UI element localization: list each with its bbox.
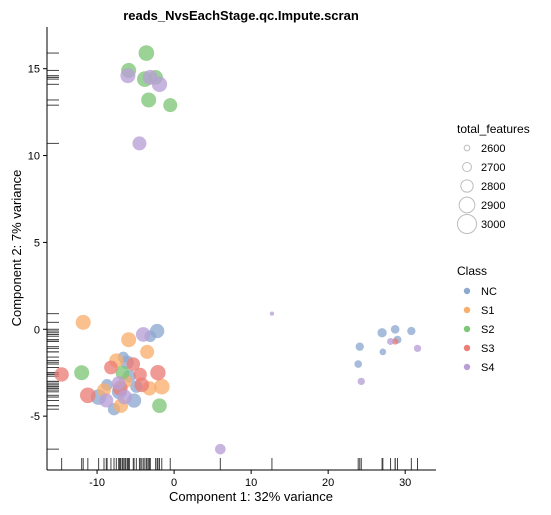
size-legend-key	[462, 162, 472, 172]
x-tick-label: 10	[245, 477, 257, 489]
x-axis-title: Component 1: 32% variance	[169, 489, 333, 504]
color-legend: Class NC S1 S2 S3 S4	[457, 264, 497, 374]
data-point-nc	[407, 326, 416, 336]
y-tick-label: 15	[28, 64, 40, 76]
data-point-s3	[150, 365, 166, 381]
data-point-s4	[151, 76, 168, 92]
data-point-s1	[121, 332, 137, 348]
data-point-s4	[99, 393, 114, 408]
y-axis-ticks: -5 0 5 10 15	[28, 64, 47, 423]
data-point-nc	[354, 360, 363, 368]
data-point-s4	[120, 68, 136, 84]
data-point-s4	[387, 337, 395, 345]
data-point-nc	[355, 342, 364, 351]
x-axis-ticks: -10 0 10 20 30	[89, 470, 411, 489]
data-point-s3	[126, 357, 141, 371]
rug-marks	[47, 52, 419, 470]
size-legend-label: 2600	[481, 143, 505, 155]
y-tick-label: 10	[28, 151, 40, 163]
color-legend-label: NC	[481, 286, 497, 298]
data-point-s4	[132, 136, 147, 151]
color-legend-key	[463, 363, 471, 371]
data-point-s4	[269, 311, 275, 316]
size-legend: total_features 2600 2700 2800 2900 3000	[457, 122, 530, 234]
data-point-s3	[104, 360, 118, 375]
data-point-s3	[54, 367, 69, 382]
data-point-s4	[117, 389, 133, 405]
x-tick-label: 0	[171, 477, 177, 489]
size-legend-key	[463, 144, 471, 152]
axes: -10 0 10 20 30 -5 0 5 10 15	[28, 27, 436, 489]
data-point-s4	[111, 376, 126, 390]
color-legend-key	[463, 306, 471, 314]
data-point-nc	[377, 328, 387, 338]
data-point-s4	[413, 344, 422, 353]
data-point-s2	[138, 45, 155, 61]
color-legend-title: Class	[457, 264, 487, 278]
size-legend-label: 3000	[481, 219, 505, 231]
x-tick-label: -10	[89, 477, 105, 489]
y-tick-label: 5	[34, 237, 40, 249]
color-legend-key	[463, 325, 471, 333]
data-point-s3	[133, 367, 147, 382]
y-tick-label: 0	[34, 324, 40, 336]
size-legend-key	[460, 179, 474, 193]
data-point-nc	[390, 324, 400, 334]
data-point-s3	[134, 377, 150, 393]
data-point-s2	[115, 365, 130, 380]
size-legend-label: 2800	[481, 181, 505, 193]
data-point-s2	[141, 92, 157, 108]
data-point-s2	[74, 365, 90, 381]
data-point-nc	[379, 348, 387, 356]
color-legend-key	[463, 344, 471, 352]
size-legend-title: total_features	[457, 122, 530, 136]
color-legend-label: S2	[481, 324, 494, 336]
color-legend-key	[463, 287, 471, 295]
size-legend-key	[458, 196, 476, 214]
data-point-s4	[135, 327, 151, 342]
size-legend-key	[457, 214, 477, 234]
size-legend-label: 2700	[481, 162, 505, 174]
y-tick-label: -5	[30, 411, 40, 423]
color-legend-label: S3	[481, 343, 494, 355]
x-tick-label: 20	[322, 477, 334, 489]
data-point-s2	[163, 98, 178, 113]
data-point-s1	[97, 383, 111, 397]
size-legend-label: 2900	[481, 200, 505, 212]
data-point-s4	[214, 443, 226, 455]
data-point-s2	[152, 398, 167, 414]
color-legend-label: S1	[481, 305, 494, 317]
data-point-s3	[79, 387, 96, 404]
color-legend-label: S4	[481, 362, 494, 374]
y-axis-title: Component 2: 7% variance	[9, 170, 24, 327]
data-point-s4	[357, 377, 365, 386]
x-tick-label: 30	[399, 477, 411, 489]
data-point-s1	[153, 378, 170, 395]
data-point-s1	[75, 314, 91, 330]
data-points	[54, 45, 422, 455]
data-point-s1	[140, 344, 155, 359]
chart-title: reads_NvsEachStage.qc.Impute.scran	[123, 8, 359, 23]
